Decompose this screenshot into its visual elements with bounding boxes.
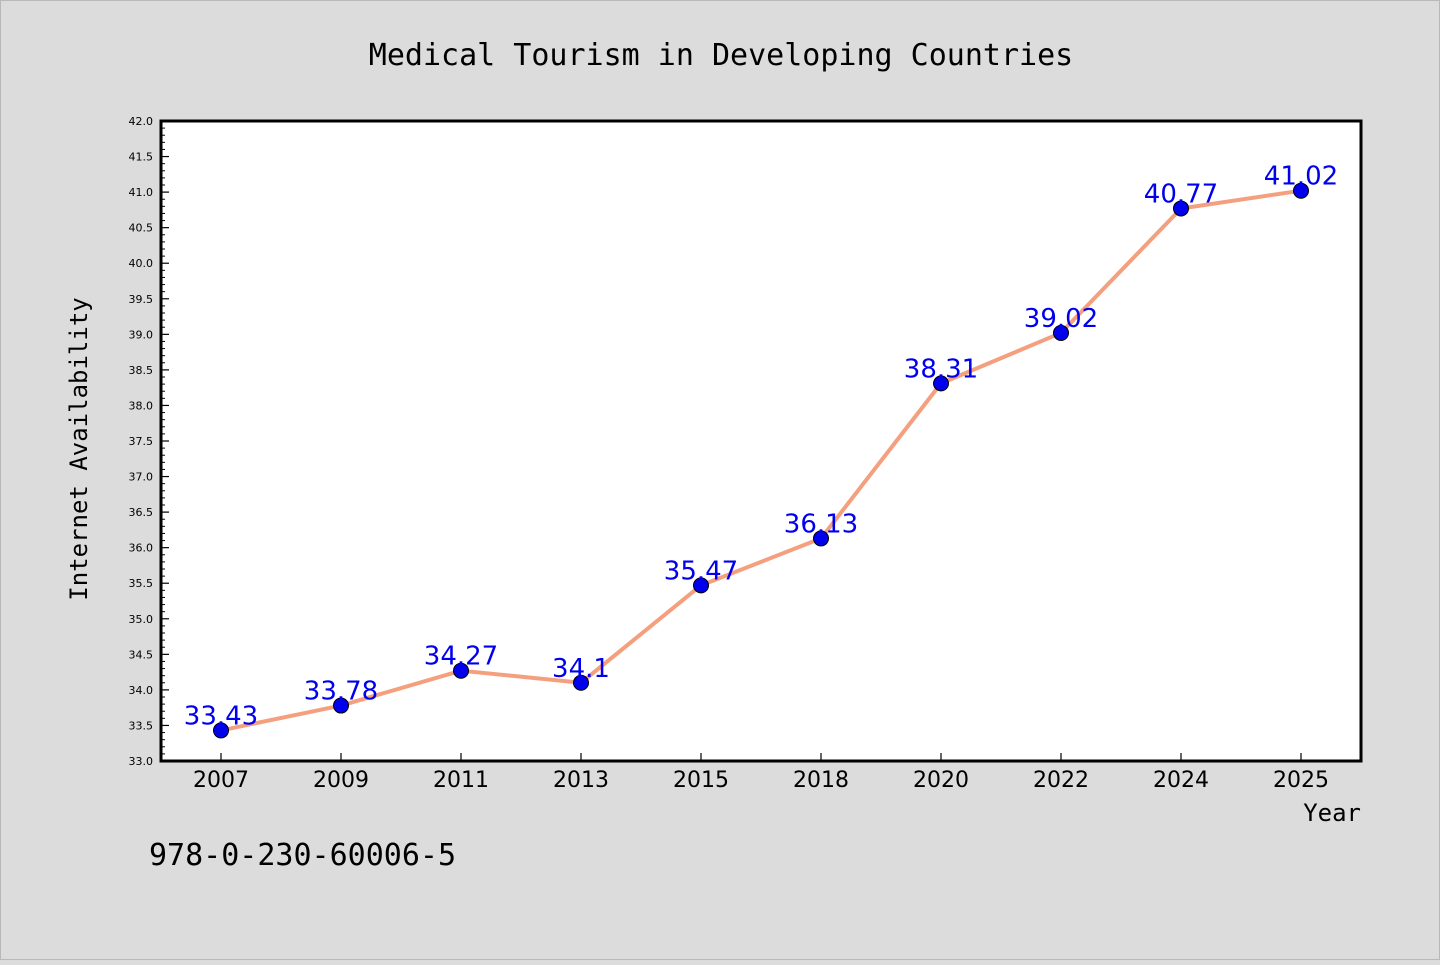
y-tick-label: 34.5	[129, 648, 154, 661]
y-tick-label: 35.5	[129, 577, 154, 590]
x-tick-label: 2020	[913, 768, 969, 793]
x-tick-label: 2007	[193, 768, 249, 793]
data-point	[813, 530, 829, 547]
isbn-annotation: 978-0-230-60006-5	[149, 838, 456, 873]
data-point	[333, 697, 349, 714]
data-label: 38.31	[904, 354, 978, 384]
plot-area	[161, 121, 1361, 761]
x-axis-ticks: 2007 2009 2011 2013 2015 2018 2020 2022 2024 2025	[193, 753, 1329, 793]
x-tick-label: 2022	[1033, 768, 1089, 793]
y-tick-label: 35.0	[129, 613, 154, 626]
y-tick-label: 33.0	[129, 755, 154, 768]
x-axis-label: Year	[1303, 799, 1361, 827]
data-label: 34.27	[424, 642, 498, 672]
chart-title: Medical Tourism in Developing Countries	[369, 38, 1073, 73]
data-label: 33.43	[184, 701, 258, 731]
x-tick-label: 2013	[553, 768, 609, 793]
y-tick-label: 39.0	[129, 328, 154, 341]
data-labels: 33.43 33.78 34.27 34.1 35.47 36.13 38.31 39.02 4…	[184, 162, 1338, 732]
data-point	[573, 674, 589, 691]
series-line	[219, 188, 1303, 733]
y-tick-label: 39.5	[129, 293, 154, 306]
y-tick-label: 41.0	[129, 186, 154, 199]
data-label: 33.78	[304, 677, 378, 707]
x-tick-label: 2009	[313, 768, 369, 793]
data-label: 39.02	[1024, 304, 1098, 334]
data-point	[213, 722, 229, 739]
x-tick-label: 2024	[1153, 768, 1209, 793]
y-tick-label: 36.5	[129, 506, 154, 519]
data-label: 35.47	[664, 556, 738, 586]
data-point	[1173, 200, 1189, 217]
y-tick-label: 40.0	[129, 257, 154, 270]
data-label: 40.77	[1144, 179, 1218, 209]
data-point	[453, 662, 469, 679]
y-tick-label: 42.0	[129, 115, 154, 128]
data-point	[933, 375, 949, 392]
y-tick-label: 37.5	[129, 435, 154, 448]
y-tick-label: 34.0	[129, 684, 154, 697]
y-tick-label: 38.5	[129, 364, 154, 377]
data-series	[213, 182, 1309, 739]
data-point	[1293, 182, 1309, 199]
y-tick-label: 41.5	[129, 151, 154, 164]
data-point	[1053, 324, 1069, 341]
x-tick-label: 2025	[1273, 768, 1329, 793]
x-tick-label: 2015	[673, 768, 729, 793]
data-label: 36.13	[784, 509, 858, 539]
y-tick-label: 36.0	[129, 542, 154, 555]
y-tick-label: 40.5	[129, 222, 154, 235]
y-tick-label: 33.5	[129, 719, 154, 732]
y-tick-label: 38.0	[129, 399, 154, 412]
y-axis-label: Internet Availability	[65, 297, 93, 600]
plot-frame	[159, 119, 1363, 763]
x-tick-label: 2011	[433, 768, 489, 793]
data-label: 41.02	[1264, 162, 1338, 192]
data-label: 34.1	[552, 654, 610, 684]
data-point	[693, 577, 709, 594]
x-tick-label: 2018	[793, 768, 849, 793]
y-tick-label: 37.0	[129, 471, 154, 484]
